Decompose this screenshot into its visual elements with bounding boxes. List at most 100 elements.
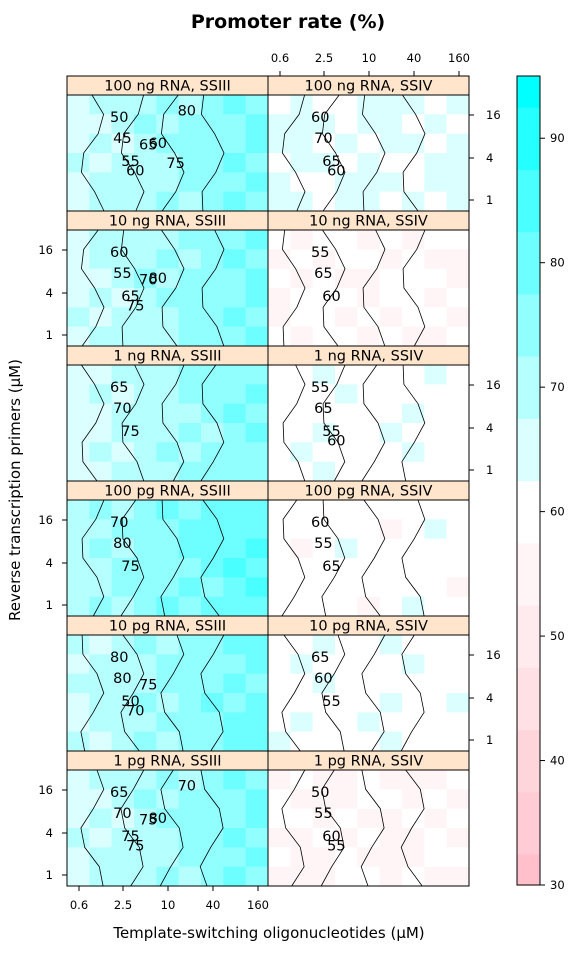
colorbar-step [517,356,540,388]
contour-label: 60 [327,433,345,449]
heat-cell [380,114,403,134]
heat-cell [179,269,202,289]
heat-cell [134,114,157,134]
y-tick-label-right: 1 [486,193,493,207]
heat-cell [335,500,358,520]
heat-cell [402,867,425,887]
heat-cell [179,134,202,154]
heat-cell [268,404,291,424]
y-tick-label-left: 4 [46,826,53,840]
heat-cell [290,365,313,385]
heat-cell [380,828,403,848]
x-tick-label-bottom: 160 [247,898,269,912]
heat-cell [156,288,179,308]
heat-cell [424,597,447,617]
heat-cell [357,770,380,790]
heat-cell [357,539,380,559]
colorbar-tick-label: 60 [550,505,565,519]
heat-cell [357,95,380,115]
heat-cell [67,462,90,482]
chart-title: Promoter rate (%) [191,11,385,33]
heat-cell [290,172,313,192]
contour-label: 50 [110,110,128,126]
colorbar-step [517,387,540,419]
colorbar-step [517,792,540,824]
heat-cell [380,847,403,867]
heat-cell [447,384,470,404]
heat-cell [335,365,358,385]
contour-label: 65 [314,266,332,282]
contour-label: 45 [113,131,131,147]
colorbar-step [517,200,540,232]
colorbar-step [517,418,540,450]
heat-cell [447,770,470,790]
heat-cell [268,153,291,173]
heat-cell [380,577,403,597]
contour-label: 65 [314,401,332,417]
heat-cell [357,307,380,327]
heat-cell [335,789,358,809]
contour-label: 70 [178,779,196,795]
heat-cell [246,423,269,443]
x-tick-label-top: 2.5 [315,51,333,65]
heat-cell [357,153,380,173]
heat-cell [246,462,269,482]
heat-cell [246,732,269,752]
heat-cell [424,539,447,559]
heat-cell [223,809,246,829]
heat-cell [179,288,202,308]
heat-cell [402,327,425,347]
heat-cell [357,577,380,597]
heat-cell [402,789,425,809]
heat-cell [201,230,224,250]
x-tick-label-top: 0.6 [271,51,289,65]
heat-cell [380,674,403,694]
panel-strip-label: 10 ng RNA, SSIV [309,214,428,230]
heat-cell [179,192,202,212]
heat-cell [357,519,380,539]
heat-cell [89,307,112,327]
heat-cell [156,693,179,713]
panel: 100 pg RNA, SSIII708075 [67,481,269,617]
heat-cell [179,172,202,192]
heat-cell [134,327,157,347]
heat-cell [290,577,313,597]
heat-cell [179,519,202,539]
heat-cell [357,384,380,404]
panel: 1 pg RNA, SSIII65707575758070 [67,751,269,887]
y-tick-label-left: 1 [46,868,53,882]
heat-cell [134,192,157,212]
heat-cell [313,732,336,752]
heat-cell [67,558,90,578]
heat-cell [112,462,135,482]
colorbar-step [517,543,540,575]
heat-cell [179,635,202,655]
heat-cell [201,847,224,867]
heat-cell [447,519,470,539]
heat-cell [424,847,447,867]
heat-cell [89,404,112,424]
heat-cell [223,789,246,809]
contour-label: 60 [327,163,345,179]
colorbar-step [517,605,540,637]
colorbar-tick-label: 80 [550,256,565,270]
heat-cell [246,558,269,578]
y-tick-label-right: 4 [486,421,493,435]
heat-cell [89,519,112,539]
heat-cell [223,153,246,173]
heat-cell [67,269,90,289]
heat-cell [179,712,202,732]
contour-label: 60 [110,245,128,261]
heat-cell [447,693,470,713]
heat-cell [246,230,269,250]
heat-cell [402,384,425,404]
heat-cell [67,230,90,250]
heat-cell [89,384,112,404]
heat-cell [290,442,313,462]
heat-cell [246,809,269,829]
heat-cell [290,712,313,732]
heat-cell [357,654,380,674]
heat-cell [290,635,313,655]
heat-cell [357,867,380,887]
heat-cell [67,404,90,424]
